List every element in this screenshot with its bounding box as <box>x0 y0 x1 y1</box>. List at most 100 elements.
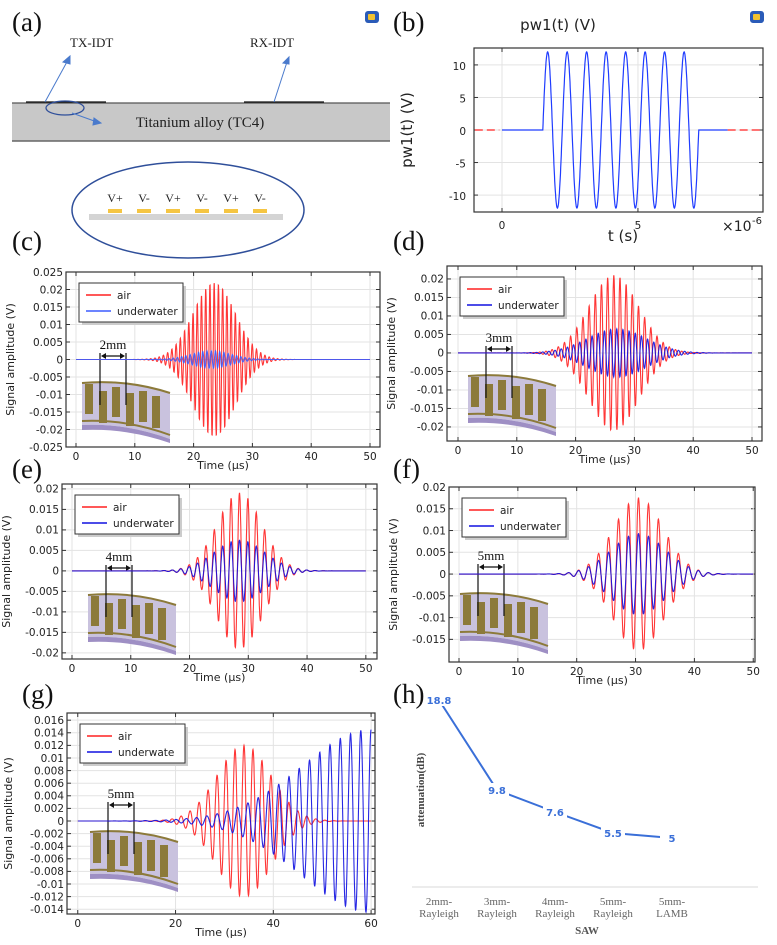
y-tick-label: 0.01 <box>421 311 444 323</box>
category-label: 3mm- <box>484 896 511 908</box>
y-tick-label: 0.015 <box>29 504 59 516</box>
y-tick-label: 0.015 <box>33 302 63 314</box>
x-tick-label: 20 <box>169 918 182 930</box>
y-tick-label: -0.015 <box>410 403 444 415</box>
y-axis-label: Signal amplitude (V) <box>385 297 398 409</box>
category-label: Rayleigh <box>535 908 575 920</box>
y-tick-label: -0.01 <box>417 385 444 397</box>
spacing-label: 4mm <box>106 549 133 564</box>
idt-finger <box>525 384 533 415</box>
x-tick-label: 0 <box>74 918 81 930</box>
idt-inset-illustration: 5mm <box>89 786 179 892</box>
idt-finger <box>485 384 493 416</box>
x-tick-label: 10 <box>510 445 523 457</box>
x-axis-label: t (s) <box>608 227 638 245</box>
y-tick-label: 0.01 <box>41 753 64 765</box>
series-line-underwater <box>72 539 366 603</box>
y-tick-label: -0.012 <box>30 891 64 903</box>
chart-c: 0.025 0.02 0.015 0.01 0.005 0 -0.005 -0.01 -0.01… <box>4 267 381 472</box>
y-tick-label: -0.015 <box>29 407 63 419</box>
x-tick-label: 0 <box>455 445 462 457</box>
idt-finger <box>463 595 471 625</box>
idt-finger <box>512 386 520 419</box>
electrode <box>137 209 151 213</box>
legend: air underwate <box>79 723 188 766</box>
y-tick-label: 0 <box>56 354 63 366</box>
legend: air underwater <box>74 494 182 537</box>
plot-border <box>66 712 376 915</box>
idt-finger <box>145 603 153 634</box>
y-tick-label: 0 <box>57 816 64 828</box>
spacing-label: 3mm <box>486 330 513 345</box>
y-tick-label: 0.005 <box>414 329 444 341</box>
x-tick-label: 0 <box>69 663 76 675</box>
chart-g: 0.0160.0140.0120.010.0080.0060.0040.0020… <box>2 712 378 939</box>
series-line-underwater <box>76 349 370 370</box>
panel-label-h: (h) <box>393 679 424 709</box>
x-multiplier: ×10 <box>722 219 752 235</box>
substrate <box>12 103 390 141</box>
idt-inset-illustration: 5mm <box>459 548 549 654</box>
x-axis-label: Time (µs) <box>578 453 631 466</box>
idt-inset-illustration: 4mm <box>87 549 177 655</box>
y-tick-label: 0.016 <box>34 715 64 727</box>
plot-border <box>446 265 763 442</box>
idt-finger <box>517 602 525 633</box>
y-tick-label: 0.025 <box>33 267 63 279</box>
app-icon <box>750 11 764 23</box>
legend-label: air <box>498 284 512 296</box>
idt-finger <box>120 836 128 866</box>
x-exponent: -6 <box>752 216 762 227</box>
data-label-bg <box>660 831 684 844</box>
panel-label-f: (f) <box>393 454 420 484</box>
category-label: 2mm- <box>426 896 453 908</box>
electrode-polarity-label: V+ <box>223 191 239 205</box>
y-tick-label: 0.02 <box>421 274 444 286</box>
y-tick-label: 0 <box>52 566 59 578</box>
x-tick-label: 50 <box>359 663 372 675</box>
y-tick-label: -0.02 <box>32 648 59 660</box>
idt-finger <box>132 605 140 638</box>
idt-finger <box>91 596 99 626</box>
y-tick-label: 0.005 <box>416 547 446 559</box>
y-tick-label: 0.015 <box>414 292 444 304</box>
data-label-bg <box>485 783 509 796</box>
x-tick-label: 30 <box>246 451 259 463</box>
y-tick-label: -0.01 <box>36 389 63 401</box>
idt-finger <box>477 602 485 634</box>
y-tick-label: -0.01 <box>32 607 59 619</box>
x-tick-label: 40 <box>267 918 280 930</box>
plot-border <box>61 483 378 660</box>
panel-label-g: (g) <box>22 679 53 709</box>
x-tick-label: 0 <box>499 220 506 232</box>
x-tick-label: 40 <box>305 451 318 463</box>
legend-label: underwate <box>118 747 174 759</box>
series-line-underwater <box>459 533 754 615</box>
h-x-axis-label: SAW <box>575 925 599 937</box>
idt-finger <box>490 598 498 628</box>
legend-label: air <box>113 502 127 514</box>
y-tick-label: 0.006 <box>34 778 64 790</box>
electrode <box>224 209 238 213</box>
category-label: 5mm- <box>600 896 627 908</box>
y-tick-label: -0.025 <box>29 442 63 454</box>
y-tick-label: 10 <box>453 61 466 73</box>
series-line-underwater <box>458 327 752 379</box>
x-tick-label: 40 <box>687 445 700 457</box>
x-axis-label: Time (µs) <box>194 926 247 939</box>
y-tick-label: -0.02 <box>417 422 444 434</box>
idt-inset-illustration: 2mm <box>81 337 171 443</box>
y-axis-label: Signal amplitude (V) <box>0 515 13 627</box>
electrode <box>108 209 122 213</box>
tx-idt-label: TX-IDT <box>70 35 113 50</box>
y-tick-label: -0.008 <box>30 866 64 878</box>
substrate-label: Titanium alloy (TC4) <box>136 115 265 131</box>
legend: air underwater <box>459 276 567 319</box>
idt-finger <box>158 608 166 640</box>
spacing-label: 5mm <box>478 548 505 563</box>
legend-label: underwater <box>117 306 178 318</box>
plot-border <box>448 486 756 663</box>
y-tick-label: 0.005 <box>33 337 63 349</box>
y-tick-label: 0.01 <box>423 525 446 537</box>
y-tick-label: 0.015 <box>416 504 446 516</box>
